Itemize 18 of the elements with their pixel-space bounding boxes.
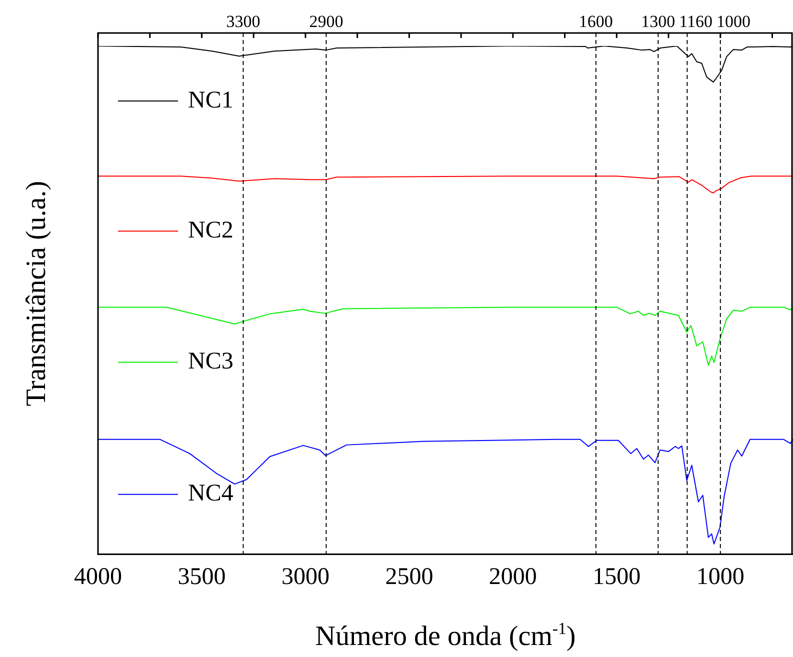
x-tick-label: 4000 (74, 564, 122, 590)
x-tick-label: 1000 (696, 564, 744, 590)
ref-line-label: 1160 (679, 12, 713, 31)
legend-label: NC2 (188, 217, 234, 244)
ref-line-label: 1300 (641, 12, 676, 31)
x-tick-label: 3500 (178, 564, 226, 590)
legend-label: NC4 (188, 480, 234, 507)
x-tick-label: 1500 (592, 564, 641, 590)
x-tick-label: 2000 (488, 564, 537, 590)
ref-line-label: 2900 (309, 12, 344, 31)
x-tick-label: 2500 (385, 564, 434, 590)
legend-label: NC3 (188, 348, 234, 375)
x-tick-label: 3000 (281, 564, 330, 590)
ref-line-label: 1000 (716, 12, 751, 31)
ref-line-label: 1600 (578, 12, 613, 31)
legend-label: NC1 (188, 87, 234, 114)
ref-line-label: 3300 (226, 12, 260, 31)
y-axis-title: Transmitância (u.a.) (21, 180, 52, 406)
